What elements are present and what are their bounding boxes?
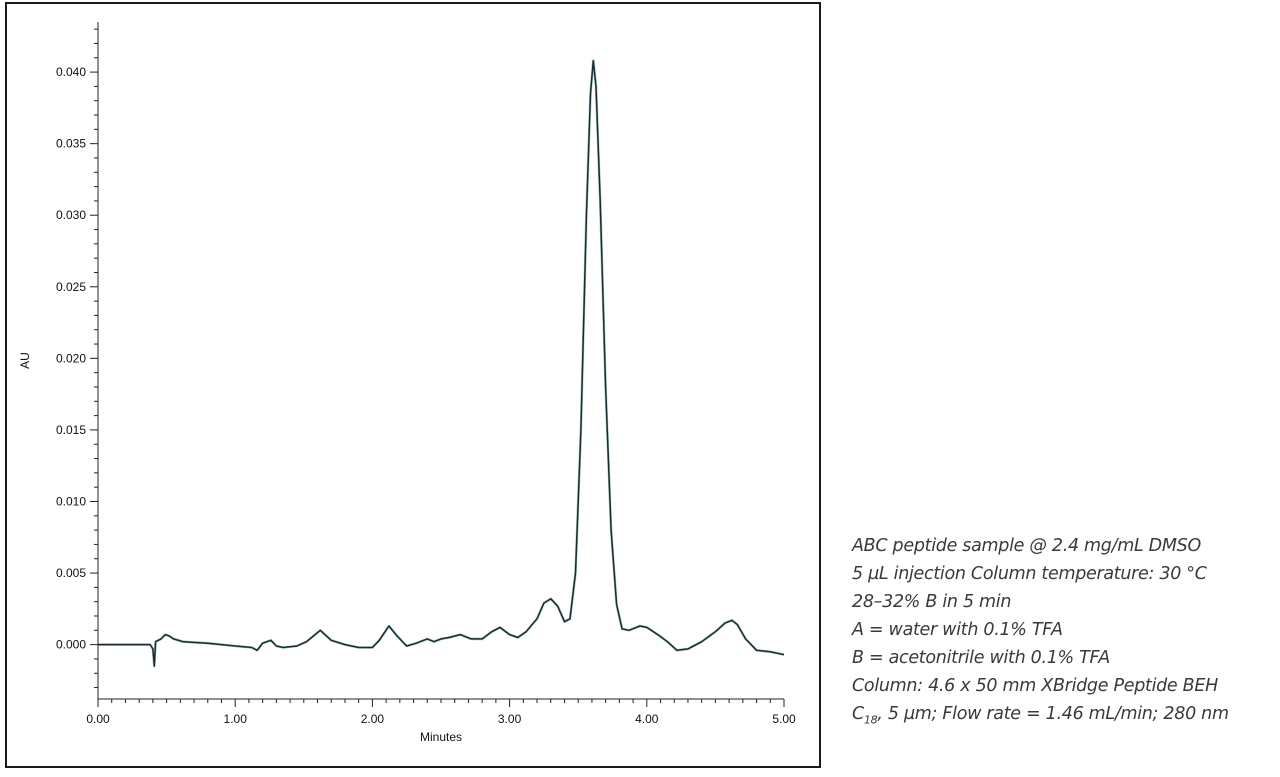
note-c: C — [852, 704, 864, 724]
x-tick-label: 1.00 — [224, 712, 248, 726]
x-tick-label: 4.00 — [635, 712, 659, 726]
chromatogram-chart: 0.000 0.005 0.010 0.015 0.020 0.025 0.030 0.035… — [5, 2, 821, 768]
x-tick-label: 2.00 — [361, 712, 385, 726]
y-tick-label: 0.040 — [56, 65, 86, 79]
note-gradient: 28–32% B in 5 min — [852, 592, 1012, 612]
note-c-subscript: 18 — [863, 713, 878, 727]
note-column: Column: 4.6 x 50 mm XBridge Peptide BEH — [852, 676, 1218, 696]
marks — [98, 59, 785, 668]
y-axis-title: AU — [18, 352, 32, 369]
x-axis-title: Minutes — [420, 730, 462, 744]
x-tick-label: 3.00 — [498, 712, 522, 726]
chart-svg: 0.000 0.005 0.010 0.015 0.020 0.025 0.030 0.035… — [18, 22, 796, 744]
note-column-detail: C18, 5 µm; Flow rate = 1.46 mL/min; 280 … — [852, 700, 1277, 735]
y-tick-label: 0.035 — [56, 137, 86, 151]
y-tick-label: 0.025 — [56, 280, 86, 294]
y-tick-label: 0.020 — [56, 351, 86, 365]
note-sample: ABC peptide sample @ 2.4 mg/mL DMSO — [852, 536, 1201, 556]
x-tick-label: 0.00 — [86, 712, 110, 726]
note-flow-rate: , 5 µm; Flow rate = 1.46 mL/min; 280 nm — [877, 704, 1229, 724]
labels: 0.000 0.005 0.010 0.015 0.020 0.025 0.030 0.035… — [18, 65, 796, 744]
y-tick-label: 0.000 — [56, 638, 86, 652]
note-mobile-phase-b: B = acetonitrile with 0.1% TFA — [852, 648, 1110, 668]
y-tick-label: 0.010 — [56, 494, 86, 508]
x-tick-label: 5.00 — [772, 712, 796, 726]
axes — [90, 22, 785, 707]
y-tick-label: 0.005 — [56, 566, 86, 580]
note-injection: 5 µL injection Column temperature: 30 °C — [852, 564, 1207, 584]
method-notes: ABC peptide sample @ 2.4 mg/mL DMSO 5 µL… — [852, 532, 1277, 735]
y-tick-label: 0.030 — [56, 208, 86, 222]
note-mobile-phase-a: A = water with 0.1% TFA — [852, 620, 1063, 640]
y-tick-label: 0.015 — [56, 423, 86, 437]
series-trace-line — [98, 59, 785, 667]
series-trace-overlay — [98, 59, 785, 668]
